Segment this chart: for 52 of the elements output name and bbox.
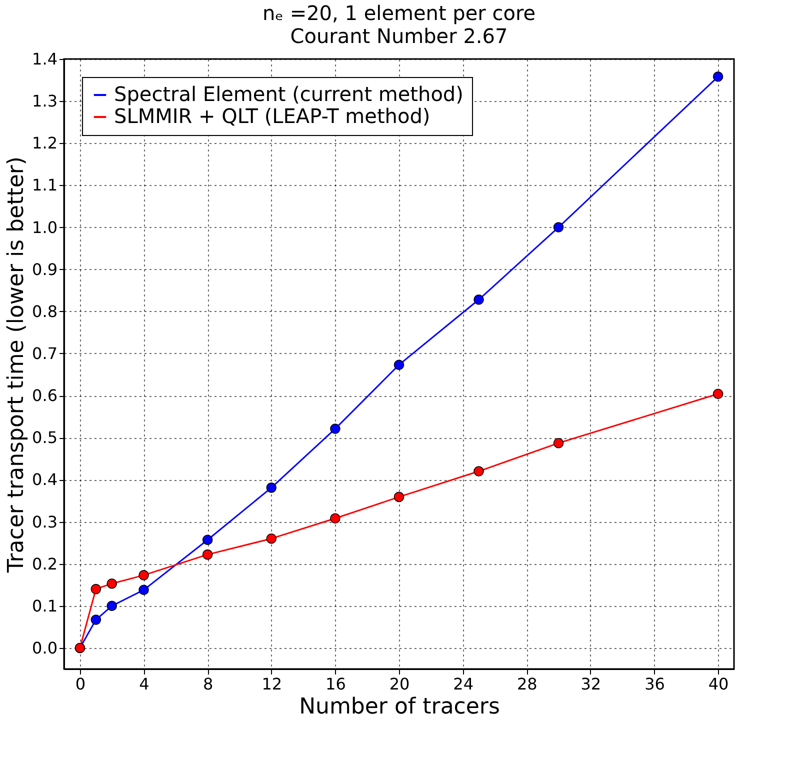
- chart-title: nₑ =20, 1 element per core: [262, 1, 536, 25]
- y-tick-label: 1.4: [32, 50, 58, 68]
- y-tick-label: 1.2: [32, 134, 58, 153]
- y-tick-label: 1.0: [32, 218, 58, 237]
- x-tick-label: 4: [139, 674, 150, 694]
- y-tick-label: 0.1: [32, 596, 58, 616]
- point: [553, 438, 564, 448]
- point: [330, 513, 340, 524]
- point: [202, 549, 213, 560]
- point: [106, 578, 117, 589]
- point: [106, 600, 117, 612]
- point: [712, 72, 724, 82]
- point: [474, 294, 484, 305]
- y-tick-label: 1.3: [32, 92, 58, 111]
- x-tick-label: 0: [75, 674, 86, 694]
- point: [394, 492, 404, 502]
- point: [138, 584, 149, 596]
- legend-label: Spectral Element (current method): [114, 82, 464, 106]
- x-tick-label: 20: [389, 674, 410, 694]
- point: [202, 534, 213, 545]
- y-tick-label: 0.8: [32, 302, 58, 321]
- x-tick-label: 32: [580, 674, 602, 694]
- y-tick-label: 0.3: [32, 512, 58, 532]
- y-tick-label: 0.6: [32, 386, 58, 406]
- legend-label: SLMMIR + QLT (LEAP-T method): [114, 104, 430, 128]
- point: [266, 533, 277, 544]
- point: [553, 222, 564, 232]
- point: [138, 570, 149, 580]
- x-axis-title: Number of tracers: [299, 694, 500, 720]
- y-tick-label: 1.1: [32, 176, 58, 195]
- y-tick-label: 0.9: [32, 260, 58, 279]
- point: [394, 360, 404, 370]
- point: [90, 584, 102, 594]
- point: [330, 424, 340, 434]
- chart-subtitle: Courant Number 2.67: [290, 24, 508, 48]
- x-tick-label: 24: [453, 674, 474, 694]
- x-tick-label: 8: [202, 674, 214, 694]
- y-tick-label: 0.5: [32, 428, 58, 448]
- y-tick-label: 0.4: [32, 470, 58, 490]
- point: [266, 482, 277, 493]
- y-tick-label: 0.2: [32, 554, 58, 574]
- point: [712, 388, 724, 400]
- point: [474, 466, 484, 476]
- x-tick-label: 28: [516, 674, 538, 694]
- y-axis-title: Tracer transport time (lower is better): [4, 156, 30, 574]
- y-tick-label: 0.0: [32, 638, 58, 658]
- x-tick-label: 16: [326, 674, 346, 694]
- x-tick-label: 40: [708, 674, 729, 694]
- point: [90, 614, 102, 625]
- x-tick-label: 12: [262, 674, 282, 694]
- x-tick-label: 36: [644, 674, 665, 694]
- y-tick-label: 0.7: [32, 344, 58, 363]
